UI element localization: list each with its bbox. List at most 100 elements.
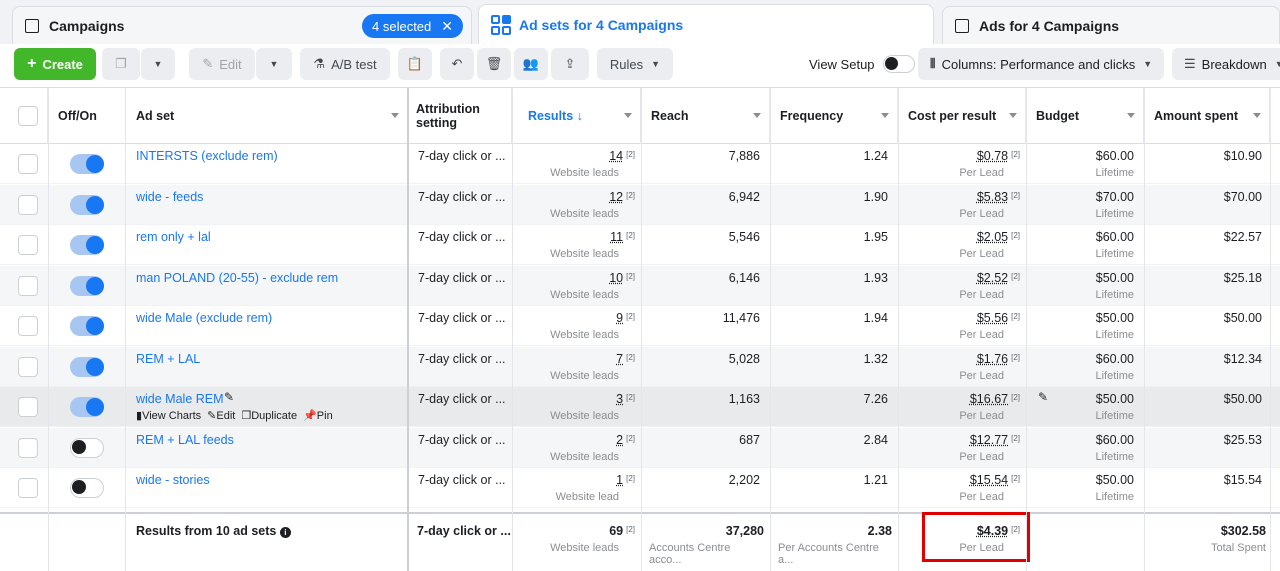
adset-name-link[interactable]: wide Male REM [136, 392, 224, 406]
row-checkbox[interactable] [18, 154, 38, 174]
spent-cell: $25.53 [1223, 433, 1262, 447]
col-off-on[interactable]: Off/On [48, 88, 126, 144]
adset-name-link[interactable]: INTERSTS (exclude rem) [136, 149, 278, 163]
selected-pill[interactable]: 4 selected ✕ [362, 14, 463, 38]
sort-caret-icon [1009, 113, 1017, 118]
adset-name-link[interactable]: rem only + lal [136, 230, 211, 244]
budget-cell: $70.00 Lifetime [1095, 190, 1134, 220]
row-checkbox[interactable] [18, 397, 38, 417]
row-checkbox[interactable] [18, 357, 38, 377]
columns-button[interactable]: ⦀ Columns: Performance and clicks ▼ [918, 48, 1164, 80]
tab-adsets[interactable]: Ad sets for 4 Campaigns [478, 4, 934, 44]
undo-button[interactable]: ↶ [440, 48, 474, 80]
row-checkbox[interactable] [18, 478, 38, 498]
select-all-checkbox[interactable] [18, 106, 38, 126]
spent-cell: $50.00 [1223, 392, 1262, 406]
row-toggle[interactable] [70, 235, 104, 255]
ab-test-button[interactable]: ⚗ A/B test [300, 48, 390, 80]
sort-caret-icon [753, 113, 761, 118]
duplicate-dropdown[interactable]: ▼ [141, 48, 175, 80]
reach-cell: 6,942 [728, 190, 760, 204]
adset-name-link[interactable]: wide - feeds [136, 190, 204, 204]
export-button[interactable]: ⇪ [551, 48, 589, 80]
clipboard-button[interactable]: 📋 [398, 48, 432, 80]
table-row[interactable]: wide Male REM ✎ ▮View Charts ✎Edit ❐Duplicat… [0, 387, 1280, 427]
adset-name-link[interactable]: REM + LAL feeds [136, 433, 234, 447]
row-toggle[interactable] [70, 438, 104, 458]
row-checkbox[interactable] [18, 276, 38, 296]
duplicate-button[interactable]: ❐ [102, 48, 140, 80]
delete-button[interactable]: 🗑 [477, 48, 511, 80]
row-toggle[interactable] [70, 397, 104, 417]
rules-button[interactable]: Rules ▼ [597, 48, 673, 80]
table-row[interactable]: INTERSTS (exclude rem) 7-day click or ...… [0, 144, 1280, 184]
view-setup-toggle[interactable]: View Setup [809, 48, 915, 80]
row-checkbox[interactable] [18, 438, 38, 458]
row-toggle[interactable] [70, 357, 104, 377]
toggle-switch[interactable] [882, 55, 915, 73]
attribution-cell: 7-day click or ... [418, 230, 506, 244]
toolbar: + Create ❐ ▼ ✎ Edit ▼ ⚗ A/B test 📋 ↶ 🗑 👥 ⇪ … [0, 44, 1280, 88]
col-reach[interactable]: Reach [641, 88, 770, 144]
row-checkbox[interactable] [18, 195, 38, 215]
tab-campaigns[interactable]: Campaigns 4 selected ✕ [12, 6, 472, 44]
grid-icon [491, 14, 511, 35]
row-checkbox[interactable] [18, 316, 38, 336]
table-row[interactable]: wide - stories 7-day click or ... 1 [2] Webs… [0, 468, 1280, 508]
adset-name-link[interactable]: wide Male (exclude rem) [136, 311, 273, 325]
flask-icon: ⚗ [313, 56, 326, 71]
tab-ads[interactable]: Ads for 4 Campaigns [942, 6, 1280, 44]
pencil-icon[interactable]: ✎ [1038, 390, 1049, 404]
close-icon[interactable]: ✕ [441, 17, 453, 34]
edit-action[interactable]: ✎Edit [207, 410, 236, 422]
col-attribution[interactable]: Attribution setting [408, 88, 512, 144]
row-toggle[interactable] [70, 316, 104, 336]
pin-action[interactable]: 📌Pin [303, 410, 333, 422]
attribution-cell: 7-day click or ... [418, 392, 506, 406]
col-frequency[interactable]: Frequency [770, 88, 898, 144]
table-row[interactable]: REM + LAL 7-day click or ... 7 [2] Website l… [0, 347, 1280, 387]
cost-cell: $12.77 [2] Per Lead [959, 433, 1020, 463]
view-charts-action[interactable]: ▮View Charts [136, 410, 202, 422]
row-checkbox[interactable] [18, 235, 38, 255]
col-amount-spent[interactable]: Amount spent [1144, 88, 1270, 144]
reach-cell: 6,146 [728, 271, 760, 285]
footer-attribution: 7-day click or ... [417, 524, 511, 538]
table-row[interactable]: wide Male (exclude rem) 7-day click or ..… [0, 306, 1280, 346]
info-icon[interactable]: i [279, 527, 291, 538]
breakdown-button[interactable]: ☰ Breakdown ▼ [1172, 48, 1280, 80]
table-row[interactable]: REM + LAL feeds 7-day click or ... 2 [2] Web… [0, 428, 1280, 468]
spent-cell: $70.00 [1223, 190, 1262, 204]
adset-name-link[interactable]: man POLAND (20-55) - exclude rem [136, 271, 339, 285]
highlight-box [922, 512, 1030, 562]
edit-button[interactable]: ✎ Edit [189, 48, 255, 80]
col-cost-per-result[interactable]: Cost per result [898, 88, 1026, 144]
tab-bar: Campaigns 4 selected ✕ Ad sets for 4 Camp… [0, 0, 1280, 44]
adset-name-link[interactable]: REM + LAL [136, 352, 201, 366]
pin-icon: 📌 [303, 410, 317, 422]
folder-icon [25, 18, 39, 33]
table-row[interactable]: wide - feeds 7-day click or ... 12 [2] Websi… [0, 185, 1280, 225]
edit-dropdown[interactable]: ▼ [256, 48, 292, 80]
cost-cell: $1.76 [2] Per Lead [959, 352, 1020, 382]
row-toggle[interactable] [70, 154, 104, 174]
frequency-cell: 1.93 [863, 271, 888, 285]
audience-button[interactable]: 👥 [514, 48, 548, 80]
frequency-cell: 1.94 [863, 311, 888, 325]
row-toggle[interactable] [70, 276, 104, 296]
row-toggle[interactable] [70, 195, 104, 215]
budget-cell: $50.00 Lifetime [1095, 311, 1134, 341]
table-row[interactable]: rem only + lal 7-day click or ... 11 [2] Web… [0, 225, 1280, 265]
pencil-icon[interactable]: ✎ [224, 390, 235, 404]
results-cell: 1 [2] Website lead [555, 473, 635, 503]
duplicate-action[interactable]: ❐Duplicate [241, 410, 298, 422]
pencil-icon: ✎ [202, 56, 214, 71]
adset-name-link[interactable]: wide - stories [136, 473, 210, 487]
col-budget[interactable]: Budget [1026, 88, 1144, 144]
col-results[interactable]: Results ↓ [512, 88, 641, 144]
frequency-cell: 1.90 [863, 190, 888, 204]
row-toggle[interactable] [70, 478, 104, 498]
col-ad-set[interactable]: Ad set [126, 88, 408, 144]
create-button[interactable]: + Create [14, 48, 96, 80]
table-row[interactable]: man POLAND (20-55) - exclude rem 7-day cl… [0, 266, 1280, 306]
